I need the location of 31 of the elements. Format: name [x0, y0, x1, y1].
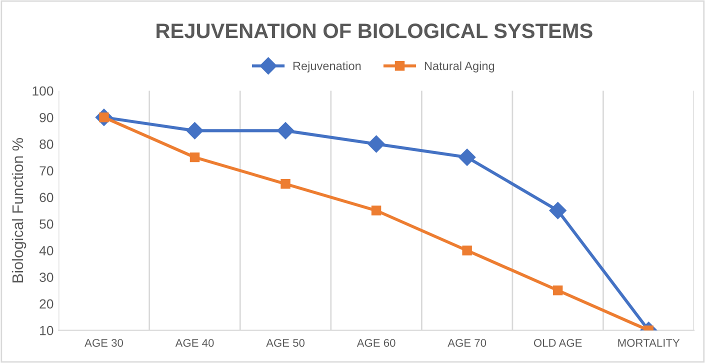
- x-tick-label: AGE 40: [175, 338, 214, 347]
- chart-title: REJUVENATION OF BIOLOGICAL SYSTEMS: [156, 24, 592, 38]
- y-tick-label: 40: [39, 246, 54, 256]
- point: [549, 202, 566, 220]
- x-tick-label: MORTALITY: [618, 338, 680, 347]
- y-tick-label: 60: [40, 192, 54, 202]
- x-tick-label: AGE 70: [448, 338, 486, 347]
- y-tick-label: 100: [32, 86, 54, 96]
- x-tick-label: AGE 60: [356, 338, 396, 347]
- point: [186, 122, 204, 140]
- y-tick-label: 10: [40, 326, 54, 336]
- y-tick-label: 90: [40, 112, 54, 122]
- x-tick-label: OLD AGE: [534, 338, 582, 347]
- point: [280, 179, 290, 189]
- point: [371, 206, 382, 216]
- x-tick-label: AGE 30: [84, 338, 124, 347]
- y-tick-label: 50: [40, 219, 54, 229]
- point: [462, 246, 472, 256]
- legend-label: Natural Aging: [424, 61, 494, 72]
- point: [552, 286, 563, 296]
- point: [458, 148, 476, 166]
- y-tick-label: 70: [40, 166, 54, 176]
- legend-label: Rejuvenation: [293, 61, 361, 72]
- y-tick-label: 80: [40, 140, 54, 149]
- y-tick-label: 30: [40, 272, 54, 282]
- point: [368, 135, 385, 153]
- point: [190, 152, 200, 162]
- x-tick-label: AGE 50: [266, 338, 305, 347]
- y-tick-label: 20: [40, 299, 54, 309]
- y-axis-title: Biological Function %: [12, 138, 26, 282]
- point: [276, 122, 294, 140]
